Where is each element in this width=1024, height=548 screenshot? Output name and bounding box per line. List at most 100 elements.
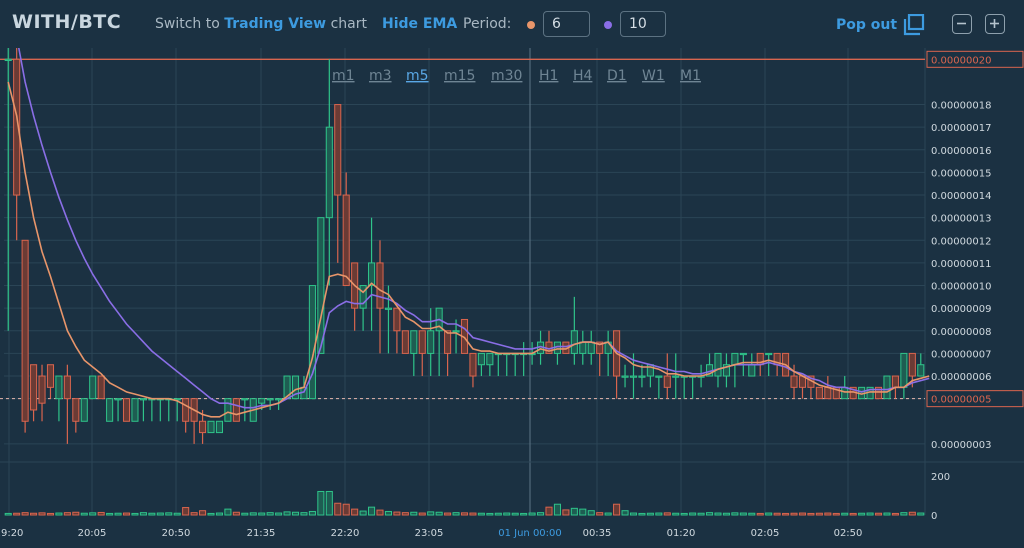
candle-up [731, 352, 739, 366]
volume-bar-up [359, 510, 367, 516]
timeframe-H1[interactable]: H1 [539, 68, 558, 84]
volume-bar-up [156, 512, 164, 516]
ema-long-color-dot [604, 21, 612, 29]
volume-bar-up [866, 512, 874, 516]
pop-out-icon[interactable] [903, 14, 925, 36]
volume-bar-down [908, 511, 916, 516]
volume-bar-up [207, 512, 215, 516]
volume-bar-up [587, 510, 595, 516]
candle-up [765, 352, 773, 356]
volume-bar-up [215, 512, 224, 516]
volume-bar-up [917, 512, 925, 516]
volume-bar-down [815, 512, 823, 516]
volume-bar-up [858, 512, 866, 516]
candle-up [325, 126, 333, 219]
candle-up [477, 352, 485, 366]
timeframe-m15[interactable]: m15 [444, 68, 475, 84]
candle-up [258, 398, 266, 404]
volume-bar-up [427, 511, 435, 516]
price-tick-label: 0.00000018 [931, 101, 991, 112]
zoom-out-button[interactable] [952, 14, 972, 34]
timeframe-H4[interactable]: H4 [573, 68, 593, 84]
candle-down [97, 375, 105, 400]
ema-short-line [7, 81, 930, 418]
candle-up [368, 262, 376, 287]
timeframe-m5[interactable]: m5 [406, 68, 429, 84]
timeframe-m3[interactable]: m3 [369, 68, 392, 84]
candle-up [748, 364, 756, 377]
volume-bar-up [689, 512, 697, 516]
volume-bar-down [97, 511, 105, 516]
time-tick-label: 21:35 [247, 528, 276, 539]
candle-up [317, 217, 325, 354]
ema-short-period-input[interactable] [543, 11, 590, 37]
time-tick-label: 02:50 [834, 528, 863, 539]
candle-up [722, 364, 730, 377]
volume-bar-up [275, 512, 283, 516]
volume-bar-down [199, 510, 207, 516]
volume-bar-up [494, 512, 502, 516]
volume-bar-down [334, 502, 342, 516]
time-tick-label: 00:35 [583, 528, 612, 539]
volume-bar-down [46, 512, 55, 516]
price-tick-label: 0.00000007 [931, 349, 991, 360]
volume-bar-down [562, 509, 570, 516]
candle-up [384, 307, 392, 310]
volume-bar-up [300, 512, 308, 516]
volume-bar-up [621, 510, 629, 516]
volume-bar-down [663, 512, 671, 516]
time-axis: 19:20 20:05 20:50 21:35 22:20 23:05 01 Jun 00:… [0, 528, 862, 539]
time-tick-label: 01:20 [667, 528, 696, 539]
price-tick-label: 0.00000013 [931, 214, 991, 225]
candle-up [266, 398, 274, 401]
candle-up [173, 398, 181, 401]
candle-up [900, 352, 908, 388]
candle-down [401, 330, 409, 354]
timeframe-D1[interactable]: D1 [607, 68, 627, 84]
volume-bar-up [638, 512, 646, 516]
candle-down [891, 375, 899, 388]
timeframe-M1[interactable]: M1 [680, 68, 701, 84]
volume-bar-down [807, 512, 815, 516]
volume-bar-down [232, 511, 240, 516]
candle-up [841, 386, 849, 400]
candle-up [672, 375, 680, 378]
candle-down [334, 104, 342, 196]
price-tick-label: 0.00000003 [931, 440, 991, 451]
timeframe-m1[interactable]: m1 [332, 68, 355, 84]
hide-ema-button[interactable]: Hide EMA [382, 16, 458, 32]
timeframe-m30[interactable]: m30 [491, 68, 522, 84]
candle-down [393, 307, 401, 332]
volume-bar-up [106, 512, 114, 516]
pop-out-button[interactable]: Pop out [836, 17, 898, 33]
timeframe-W1[interactable]: W1 [642, 68, 665, 84]
volume-layer [4, 490, 925, 516]
volume-bar-up [249, 512, 257, 516]
candle-up [621, 375, 629, 378]
candle-up [241, 398, 249, 401]
candle-up [131, 398, 139, 422]
volume-bar-down [444, 512, 452, 516]
zoom-in-button[interactable] [985, 14, 1005, 34]
candle-down [46, 364, 55, 388]
volume-bar-down [469, 512, 477, 516]
volume-bar-up [266, 512, 274, 516]
candle-up [579, 341, 587, 354]
volume-bar-up [655, 512, 663, 516]
candle-up [410, 330, 418, 354]
switch-prefix: Switch to [155, 16, 220, 32]
candle-down [38, 375, 46, 404]
candle-up [638, 375, 646, 378]
candle-up [106, 398, 114, 422]
level-label: 0.00000005 [931, 395, 991, 406]
candle-down [122, 398, 131, 422]
price-tick-label: 0.00000006 [931, 372, 991, 383]
trading-view-link[interactable]: Trading View [224, 16, 327, 32]
candle-up [452, 330, 460, 333]
volume-bar-down [376, 509, 384, 516]
chart-background [0, 48, 1024, 548]
volume-bar-up [325, 490, 333, 516]
ema-long-period-input[interactable] [620, 11, 666, 37]
